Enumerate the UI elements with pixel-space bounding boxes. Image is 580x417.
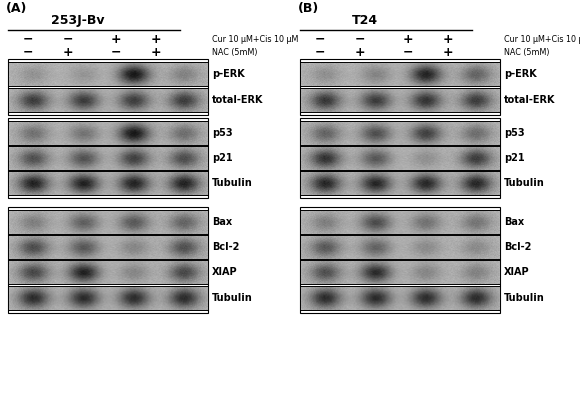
Text: −: − <box>403 45 413 58</box>
Text: p-ERK: p-ERK <box>212 69 245 79</box>
Text: 253J-Bv: 253J-Bv <box>51 14 105 27</box>
Bar <box>300 207 500 313</box>
Text: +: + <box>63 45 73 58</box>
Text: +: + <box>111 33 121 45</box>
Text: +: + <box>151 33 161 45</box>
Text: Cur 10 μM+Cis 10 μM: Cur 10 μM+Cis 10 μM <box>504 35 580 43</box>
Text: Bcl-2: Bcl-2 <box>504 242 531 252</box>
Text: Bcl-2: Bcl-2 <box>212 242 240 252</box>
Text: total-ERK: total-ERK <box>212 95 263 105</box>
Text: +: + <box>443 33 454 45</box>
Text: −: − <box>111 45 121 58</box>
Bar <box>8 59 208 115</box>
Text: −: − <box>355 33 365 45</box>
Bar <box>300 59 500 115</box>
Text: +: + <box>443 45 454 58</box>
Text: (A): (A) <box>6 2 27 15</box>
Text: −: − <box>63 33 73 45</box>
Text: (B): (B) <box>298 2 319 15</box>
Bar <box>8 118 208 198</box>
Text: Bax: Bax <box>212 217 232 227</box>
Text: XIAP: XIAP <box>212 267 238 277</box>
Text: −: − <box>315 33 325 45</box>
Text: p21: p21 <box>504 153 525 163</box>
Text: −: − <box>23 45 33 58</box>
Text: Tubulin: Tubulin <box>212 178 253 188</box>
Text: p53: p53 <box>504 128 525 138</box>
Text: Bax: Bax <box>504 217 524 227</box>
Text: p53: p53 <box>212 128 233 138</box>
Text: p-ERK: p-ERK <box>504 69 536 79</box>
Bar <box>8 207 208 313</box>
Text: −: − <box>315 45 325 58</box>
Text: +: + <box>355 45 365 58</box>
Text: +: + <box>403 33 414 45</box>
Bar <box>300 118 500 198</box>
Text: p21: p21 <box>212 153 233 163</box>
Text: XIAP: XIAP <box>504 267 530 277</box>
Text: Tubulin: Tubulin <box>212 293 253 303</box>
Text: Tubulin: Tubulin <box>504 293 545 303</box>
Text: −: − <box>23 33 33 45</box>
Text: T24: T24 <box>352 14 378 27</box>
Text: +: + <box>151 45 161 58</box>
Text: NAC (5mM): NAC (5mM) <box>212 48 258 56</box>
Text: Tubulin: Tubulin <box>504 178 545 188</box>
Text: Cur 10 μM+Cis 10 μM: Cur 10 μM+Cis 10 μM <box>212 35 298 43</box>
Text: total-ERK: total-ERK <box>504 95 556 105</box>
Text: NAC (5mM): NAC (5mM) <box>504 48 549 56</box>
